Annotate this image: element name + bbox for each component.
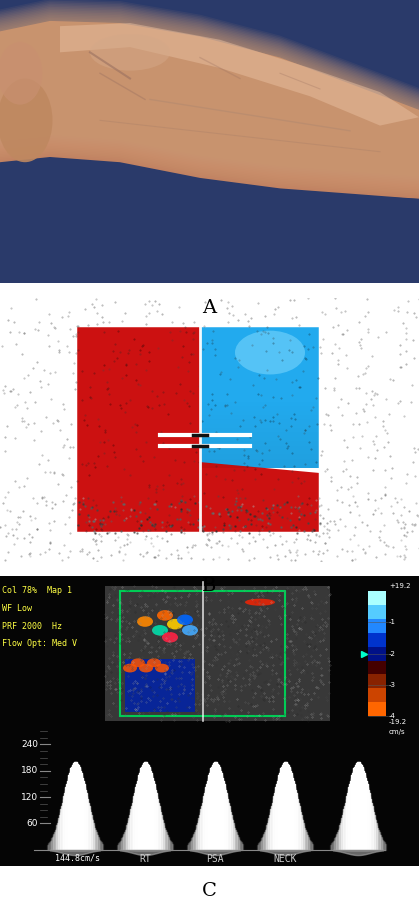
Polygon shape <box>0 4 419 181</box>
Bar <box>200 326 320 467</box>
Bar <box>75 326 200 533</box>
Bar <box>105 587 330 721</box>
Polygon shape <box>0 12 419 189</box>
Polygon shape <box>0 13 419 191</box>
Ellipse shape <box>147 658 161 667</box>
Bar <box>0 576 419 725</box>
Bar <box>200 446 320 450</box>
Text: C: C <box>202 882 217 897</box>
Polygon shape <box>60 23 419 126</box>
Text: -3: -3 <box>389 682 396 688</box>
Bar <box>200 423 320 428</box>
Bar <box>368 605 386 619</box>
Bar <box>200 411 320 415</box>
Ellipse shape <box>155 664 169 673</box>
Text: -2: -2 <box>389 650 396 657</box>
Polygon shape <box>0 20 419 197</box>
Bar <box>200 415 320 420</box>
Bar <box>200 432 320 437</box>
Bar <box>368 632 386 647</box>
Polygon shape <box>0 8 419 187</box>
Text: 180: 180 <box>21 766 38 775</box>
Polygon shape <box>0 14 419 193</box>
Bar <box>200 458 320 463</box>
Text: -1: -1 <box>389 619 396 625</box>
Text: NECK: NECK <box>273 854 297 864</box>
Text: B: B <box>202 577 217 595</box>
Polygon shape <box>200 462 320 533</box>
Bar <box>368 702 386 717</box>
Polygon shape <box>0 21 419 199</box>
Text: cm/s: cm/s <box>389 728 406 735</box>
Ellipse shape <box>137 616 153 627</box>
Ellipse shape <box>152 625 168 636</box>
Bar <box>200 406 320 411</box>
Ellipse shape <box>235 331 305 374</box>
Bar <box>368 675 386 689</box>
Ellipse shape <box>0 79 52 162</box>
Text: 120: 120 <box>21 793 38 802</box>
Polygon shape <box>0 16 419 194</box>
Polygon shape <box>0 18 419 196</box>
Bar <box>0 0 419 283</box>
Bar <box>200 437 320 441</box>
Bar <box>200 441 320 446</box>
Polygon shape <box>0 21 419 199</box>
Bar <box>200 463 320 467</box>
Polygon shape <box>0 5 419 183</box>
Bar <box>200 402 320 406</box>
Bar <box>368 619 386 632</box>
Ellipse shape <box>182 625 198 636</box>
Bar <box>368 689 386 702</box>
Bar <box>200 420 320 423</box>
Ellipse shape <box>162 632 178 642</box>
Text: A: A <box>202 299 217 317</box>
Text: Flow Opt: Med V: Flow Opt: Med V <box>2 639 77 649</box>
Ellipse shape <box>157 610 173 621</box>
Polygon shape <box>0 2 419 180</box>
Bar <box>200 428 320 432</box>
Polygon shape <box>0 10 419 187</box>
Polygon shape <box>0 0 419 177</box>
Text: +19.2: +19.2 <box>389 583 411 589</box>
Text: PRF 2000  Hz: PRF 2000 Hz <box>2 622 62 631</box>
Bar <box>125 659 195 712</box>
Bar <box>200 450 320 455</box>
Text: 60: 60 <box>26 819 38 828</box>
Polygon shape <box>0 178 419 283</box>
Ellipse shape <box>139 664 153 673</box>
Polygon shape <box>0 7 419 185</box>
Text: Col 78%  Map 1: Col 78% Map 1 <box>2 587 72 596</box>
Ellipse shape <box>0 42 42 105</box>
Bar <box>75 326 320 533</box>
Text: 240: 240 <box>21 740 38 749</box>
Bar <box>120 591 285 717</box>
Bar <box>368 591 386 605</box>
Bar <box>0 725 419 866</box>
Ellipse shape <box>131 658 145 667</box>
Ellipse shape <box>167 619 183 630</box>
Text: RT: RT <box>139 854 151 864</box>
Ellipse shape <box>90 34 170 71</box>
Polygon shape <box>0 1 419 179</box>
Ellipse shape <box>123 664 137 673</box>
Bar <box>368 647 386 660</box>
Text: -4: -4 <box>389 713 396 719</box>
Bar <box>200 455 320 458</box>
Text: PSA: PSA <box>206 854 224 864</box>
Text: -19.2: -19.2 <box>389 719 407 725</box>
Bar <box>368 660 386 675</box>
Text: 144.8cm/s: 144.8cm/s <box>55 853 100 862</box>
Ellipse shape <box>245 598 275 605</box>
Text: WF Low: WF Low <box>2 604 32 613</box>
Ellipse shape <box>177 614 193 625</box>
